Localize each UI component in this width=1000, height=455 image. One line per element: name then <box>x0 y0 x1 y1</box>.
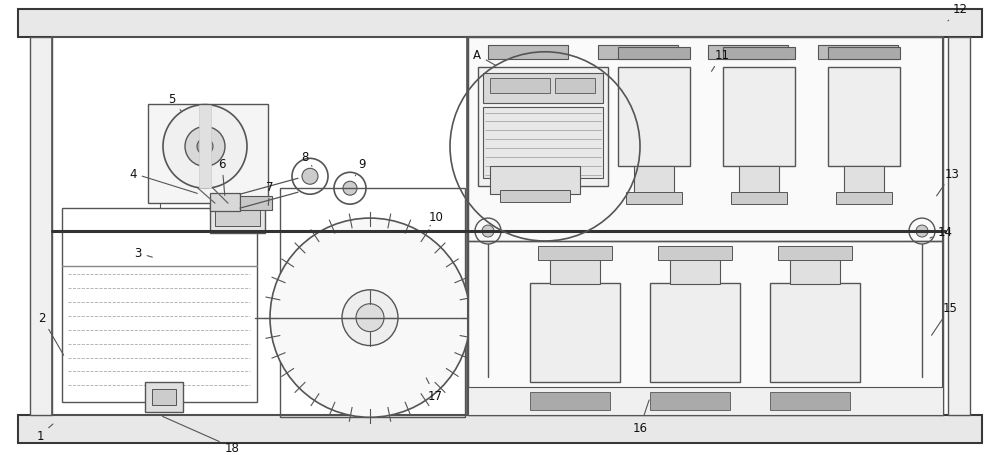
Bar <box>490 79 550 93</box>
Text: 17: 17 <box>426 378 442 402</box>
Bar <box>658 247 732 260</box>
Bar <box>280 189 465 417</box>
Text: 1: 1 <box>36 424 53 442</box>
Bar <box>828 48 900 60</box>
Bar <box>468 242 943 415</box>
Text: 13: 13 <box>937 167 959 197</box>
Bar <box>30 38 52 415</box>
Text: 15: 15 <box>932 302 957 335</box>
Bar <box>723 68 795 167</box>
Bar <box>739 167 779 199</box>
Text: 6: 6 <box>218 157 226 196</box>
Bar <box>708 46 788 60</box>
Bar <box>215 211 260 227</box>
Text: 12: 12 <box>948 4 968 22</box>
Bar <box>488 46 568 60</box>
Bar <box>18 10 982 38</box>
Bar <box>555 79 595 93</box>
Bar <box>598 46 678 60</box>
Circle shape <box>197 139 213 155</box>
Bar <box>731 193 787 205</box>
Bar <box>483 74 603 103</box>
Text: 18: 18 <box>163 416 239 454</box>
Bar <box>948 38 970 415</box>
Bar <box>770 283 860 383</box>
Text: 14: 14 <box>930 225 952 238</box>
Text: 3: 3 <box>134 247 152 260</box>
Circle shape <box>302 169 318 185</box>
Bar <box>468 38 943 415</box>
Circle shape <box>482 226 494 238</box>
Text: 2: 2 <box>38 312 64 355</box>
Bar <box>723 48 795 60</box>
Circle shape <box>185 127 225 167</box>
Circle shape <box>270 218 470 417</box>
Bar <box>478 68 608 187</box>
Bar <box>538 247 612 260</box>
Bar <box>618 48 690 60</box>
Bar <box>530 393 610 410</box>
Bar <box>828 68 900 167</box>
Bar <box>62 209 257 402</box>
Text: 5: 5 <box>168 93 181 112</box>
Circle shape <box>916 226 928 238</box>
Circle shape <box>342 290 398 346</box>
Bar <box>670 254 720 284</box>
Bar <box>836 193 892 205</box>
Bar <box>790 254 840 284</box>
Text: 9: 9 <box>355 157 366 177</box>
Bar <box>500 191 570 203</box>
Bar <box>18 415 982 443</box>
Bar <box>145 383 183 412</box>
Bar <box>634 167 674 199</box>
Bar <box>18 10 982 38</box>
Circle shape <box>356 304 384 332</box>
Text: 16: 16 <box>633 400 649 434</box>
Bar <box>626 193 682 205</box>
Bar <box>490 167 580 195</box>
Text: 8: 8 <box>301 151 312 167</box>
Bar <box>844 167 884 199</box>
Bar <box>199 105 211 189</box>
Bar <box>468 38 943 242</box>
Bar <box>18 415 982 443</box>
Text: 10: 10 <box>429 210 443 227</box>
Bar <box>483 107 603 179</box>
Bar <box>52 38 467 415</box>
Bar <box>778 247 852 260</box>
Bar <box>650 283 740 383</box>
Bar <box>240 197 272 211</box>
Text: 4: 4 <box>129 167 197 194</box>
Bar <box>550 254 600 284</box>
Bar <box>152 389 176 405</box>
Bar <box>618 68 690 167</box>
Bar <box>210 194 240 212</box>
Bar <box>468 388 943 415</box>
Bar <box>650 393 730 410</box>
Bar <box>770 393 850 410</box>
Bar <box>475 308 505 328</box>
Circle shape <box>343 182 357 196</box>
Text: A: A <box>473 49 496 66</box>
Bar <box>530 283 620 383</box>
Bar <box>148 104 268 204</box>
Text: 11: 11 <box>711 49 730 72</box>
Bar <box>818 46 898 60</box>
Bar <box>210 204 265 233</box>
Circle shape <box>163 105 247 189</box>
Text: 7: 7 <box>266 180 274 206</box>
